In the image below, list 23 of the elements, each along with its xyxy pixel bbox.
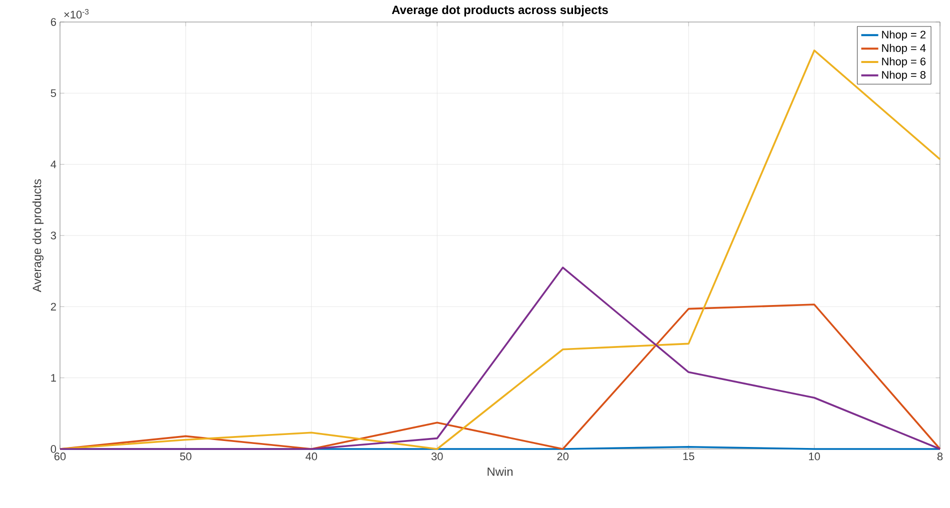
x-tick-label: 10 <box>809 452 820 460</box>
y-tick-label: 6 <box>50 18 56 26</box>
x-tick-label: 15 <box>683 452 694 460</box>
y-tick-label: 1 <box>51 374 56 382</box>
x-tick-label: 60 <box>54 452 66 460</box>
x-tick-label: 30 <box>431 452 443 460</box>
x-tick-label: 20 <box>557 452 569 460</box>
legend-label: Nhop = 2 <box>882 30 926 41</box>
y-tick-label: 4 <box>50 160 56 168</box>
y-tick-label: 0 <box>50 445 56 453</box>
x-tick-label: 50 <box>180 452 192 460</box>
y-tick-label: 3 <box>50 232 56 240</box>
chart-title: Average dot products across subjects <box>392 5 608 16</box>
y-tick-label: 2 <box>50 302 56 310</box>
y-axis-title: Average dot products <box>32 179 44 292</box>
legend-label: Nhop = 4 <box>882 44 926 54</box>
y-tick-label: 5 <box>50 89 56 97</box>
legend-label: Nhop = 6 <box>882 57 926 68</box>
legend-label: Nhop = 8 <box>882 70 926 81</box>
x-tick-label: 8 <box>937 452 943 460</box>
x-tick-label: 40 <box>306 452 318 460</box>
text: ×10$^{-3}$ <box>64 9 89 18</box>
x-axis-title: Nwin <box>488 467 513 476</box>
